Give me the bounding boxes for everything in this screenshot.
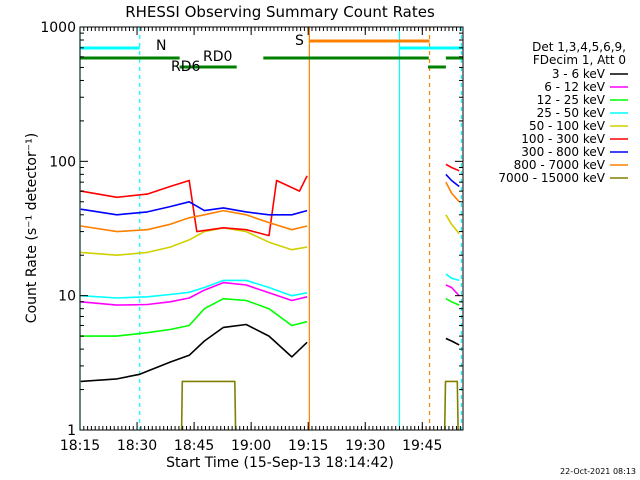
legend-label: 800 - 7000 keV xyxy=(514,158,606,172)
y-axis-ticks: 1 10 100 1000 xyxy=(40,20,463,439)
x-tick-label: 19:45 xyxy=(402,438,442,454)
legend-label: 7000 - 15000 keV xyxy=(498,171,605,185)
plot-background xyxy=(80,27,463,430)
series-line-0 xyxy=(80,323,308,383)
series-line-0 xyxy=(445,337,460,346)
legend-header-line-2: FDecim 1, Att 0 xyxy=(533,53,626,67)
annotation-n-label: N xyxy=(156,38,166,54)
x-tick-label: 18:15 xyxy=(60,438,100,454)
x-axis-label: Start Time (15-Sep-13 18:14:42) xyxy=(166,455,394,471)
series-line-3 xyxy=(445,273,460,282)
legend-label: 6 - 12 keV xyxy=(544,80,606,94)
legend-label: 100 - 300 keV xyxy=(521,132,605,146)
series-line-6 xyxy=(80,201,308,216)
chart-title: RHESSI Observing Summary Count Rates xyxy=(125,3,435,21)
series-line-1 xyxy=(80,281,308,306)
axes xyxy=(79,26,464,431)
series-line-7 xyxy=(445,181,460,203)
series-line-1 xyxy=(445,284,460,297)
legend: Det 1,3,4,5,6,9, FDecim 1, Att 0 3 - 6 k… xyxy=(498,40,628,185)
legend-label: 12 - 25 keV xyxy=(537,93,606,107)
series-line-8 xyxy=(180,380,237,431)
annotation-s-label: S xyxy=(295,33,304,49)
legend-label: 300 - 800 keV xyxy=(521,145,605,159)
y-tick-label: 100 xyxy=(49,154,76,170)
legend-header-line-1: Det 1,3,4,5,6,9, xyxy=(532,40,626,54)
legend-label: 3 - 6 keV xyxy=(552,67,606,81)
x-tick-label: 19:15 xyxy=(288,438,328,454)
state-bars xyxy=(80,39,463,69)
series-line-5 xyxy=(445,163,460,172)
x-tick-label: 18:30 xyxy=(117,438,157,454)
footer-timestamp: 22-Oct-2021 08:13 xyxy=(560,467,636,476)
series-line-2 xyxy=(80,297,308,337)
annotation-rd0-label: RD0 xyxy=(203,49,232,65)
series-line-6 xyxy=(445,173,460,188)
legend-label: 25 - 50 keV xyxy=(537,106,606,120)
annotation-rd6-label: RD6 xyxy=(171,59,201,75)
y-tick-label: 1 xyxy=(67,423,76,439)
series-line-4 xyxy=(445,214,460,235)
x-tick-label: 18:45 xyxy=(174,438,214,454)
series-line-2 xyxy=(445,297,460,306)
x-tick-label: 19:30 xyxy=(345,438,385,454)
y-tick-label: 1000 xyxy=(40,20,76,36)
y-tick-label: 10 xyxy=(58,289,76,305)
plot-frame xyxy=(79,26,464,431)
series-line-3 xyxy=(80,279,308,299)
series-layer xyxy=(80,163,460,431)
x-axis-ticks: 18:15 18:30 18:45 19:00 19:15 19:30 19:45 xyxy=(60,27,461,454)
y-axis-label: Count Rate (s⁻¹ detector⁻¹) xyxy=(24,133,40,323)
series-line-7 xyxy=(80,209,308,233)
series-line-5 xyxy=(80,175,308,237)
legend-label: 50 - 100 keV xyxy=(529,119,606,133)
x-tick-label: 19:00 xyxy=(231,438,271,454)
series-line-4 xyxy=(80,227,308,256)
series-line-8 xyxy=(443,380,459,431)
